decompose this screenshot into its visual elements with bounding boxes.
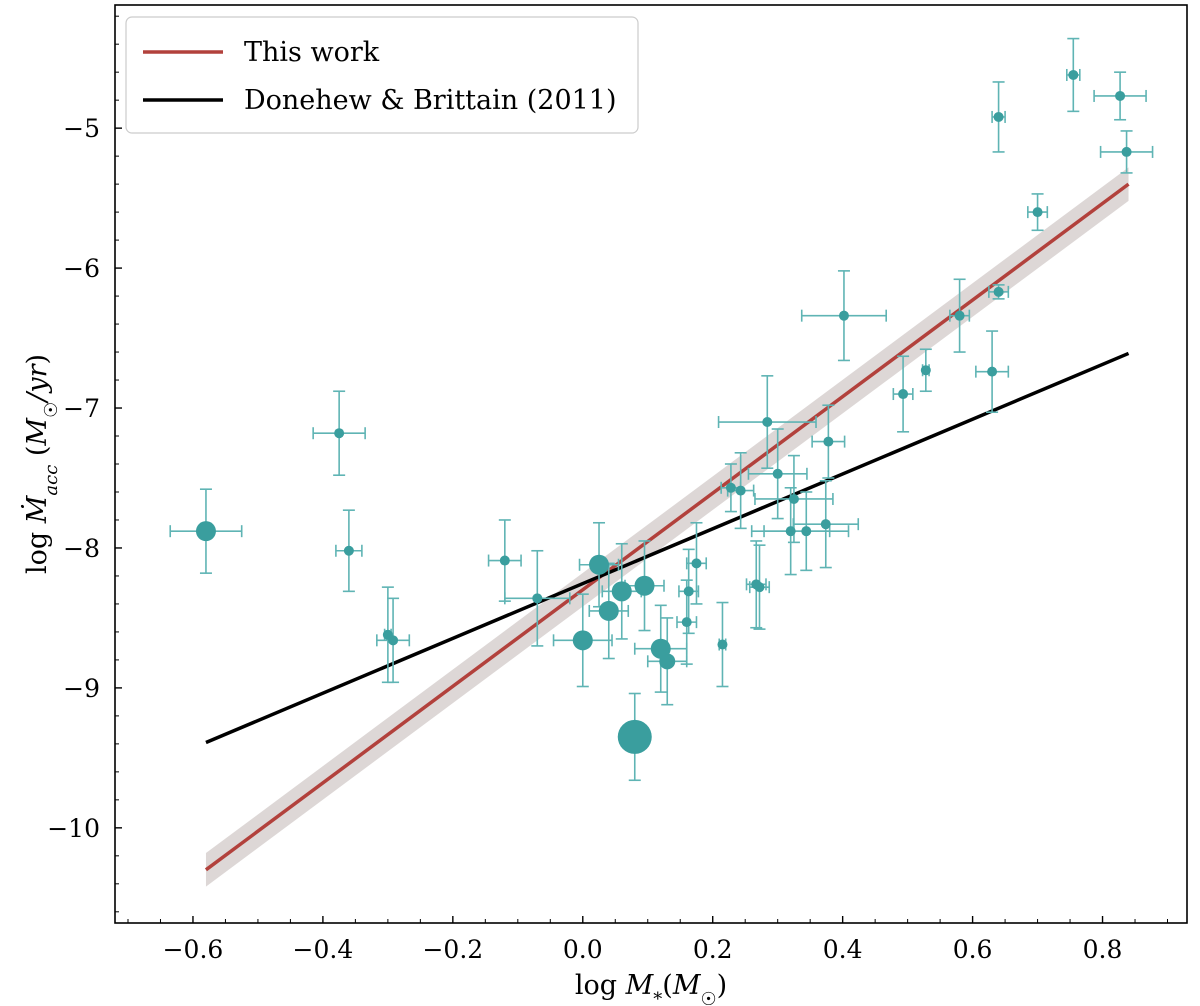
legend-label-donehew-brittain: Donehew & Brittain (2011) — [244, 85, 617, 116]
ticks-layer: −0.6 −0.4 −0.2 0.0 0.2 0.4 0.6 0.8 −10 −9 −8 −7 −6 −5 — [47, 15, 1169, 964]
data-point — [820, 519, 831, 530]
data-point — [572, 630, 593, 651]
data-point — [1068, 69, 1079, 80]
x-tick-label: 0.2 — [693, 935, 733, 964]
data-point — [823, 436, 834, 447]
x-axis-label: log M*(M☉) — [575, 970, 727, 1006]
y-tick-label: −8 — [63, 534, 100, 563]
data-point — [987, 366, 998, 377]
data-point — [735, 485, 746, 496]
y-tick-label: −9 — [63, 674, 100, 703]
plot-frame — [114, 4, 1188, 924]
data-point — [598, 600, 619, 621]
data-point — [343, 545, 354, 556]
data-point — [1115, 90, 1126, 101]
data-point — [388, 635, 399, 646]
data-point — [691, 558, 702, 569]
fit-lines-layer — [204, 182, 1130, 872]
x-tick-label: −0.6 — [163, 935, 224, 964]
x-tick-label: −0.4 — [293, 935, 354, 964]
data-point — [993, 111, 1004, 122]
data-point — [617, 719, 652, 754]
data-point — [762, 417, 773, 428]
data-point — [195, 521, 216, 542]
data-point — [920, 365, 931, 376]
data-point — [334, 428, 345, 439]
fit-line-donehew-brittain — [205, 351, 1130, 745]
x-tick-label: 0.4 — [823, 935, 863, 964]
data-point — [659, 653, 676, 670]
data-point — [754, 582, 765, 593]
legend-label-this-work: This work — [244, 37, 380, 68]
x-tick-label: 0.0 — [563, 935, 603, 964]
data-point — [681, 617, 692, 628]
x-tick-label: 0.8 — [1083, 935, 1123, 964]
errorbar-layer — [169, 37, 1154, 782]
y-tick-label: −5 — [63, 114, 100, 143]
data-point — [838, 310, 849, 321]
data-point — [725, 482, 736, 493]
data-point — [499, 555, 510, 566]
data-point — [788, 493, 799, 504]
data-point — [1032, 207, 1043, 218]
plot-area — [169, 37, 1154, 887]
data-point — [589, 554, 610, 575]
data-point — [1121, 146, 1132, 157]
data-point — [611, 581, 632, 602]
data-point — [683, 586, 694, 597]
y-axis-label: log Ṁacc (M☉/yr) — [20, 354, 62, 574]
x-tick-label: 0.6 — [953, 935, 993, 964]
y-tick-label: −6 — [63, 254, 100, 283]
data-point — [717, 639, 728, 650]
data-point — [785, 526, 796, 537]
data-point — [532, 593, 543, 604]
fit-line-this-work — [204, 182, 1130, 872]
legend: This work Donehew & Brittain (2011) — [125, 16, 639, 134]
y-tick-label: −7 — [63, 394, 100, 423]
data-point — [954, 310, 965, 321]
data-point — [801, 526, 812, 537]
x-tick-label: −0.2 — [422, 935, 483, 964]
legend-box — [125, 16, 639, 134]
data-point — [772, 468, 783, 479]
data-point — [993, 286, 1004, 297]
data-point — [898, 389, 909, 400]
points-layer — [195, 69, 1132, 754]
y-tick-label: −10 — [47, 814, 100, 843]
data-point — [634, 575, 655, 596]
